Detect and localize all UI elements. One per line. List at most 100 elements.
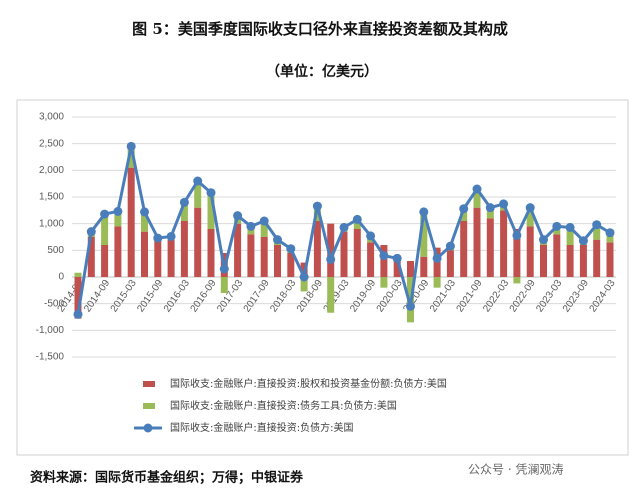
- y-tick-label: -1,000: [36, 325, 65, 336]
- line-marker: [459, 204, 469, 214]
- bar: [566, 227, 574, 245]
- x-tick-label: 2016-09: [189, 278, 219, 315]
- y-tick-label: -1,500: [36, 352, 65, 363]
- source-note: 资料来源：国际货币基金组织；万得；中银证券: [30, 470, 304, 486]
- x-tick-label: 2019-03: [322, 278, 352, 315]
- y-tick-label: 500: [47, 245, 64, 256]
- bar: [367, 242, 375, 277]
- bar: [473, 207, 481, 277]
- x-tick-label: 2015-09: [135, 278, 165, 315]
- line-marker: [406, 301, 415, 311]
- x-tick-label: 2015-03: [109, 278, 139, 315]
- line-marker: [73, 309, 83, 319]
- x-tick-label: 2022-03: [481, 278, 511, 315]
- y-tick-label: 2,500: [39, 138, 64, 149]
- x-tick-label: 2021-09: [455, 278, 485, 315]
- bar: [380, 277, 388, 288]
- bar: [141, 231, 148, 277]
- bar: [101, 214, 109, 245]
- x-tick-label: 2018-03: [268, 278, 298, 315]
- line-marker: [86, 227, 96, 237]
- bar: [526, 226, 534, 277]
- bar: [486, 218, 494, 277]
- line-marker: [565, 222, 575, 232]
- line-marker: [379, 251, 389, 261]
- line-marker: [578, 236, 588, 246]
- line-marker: [512, 230, 522, 240]
- x-tick-label: 2023-03: [534, 278, 564, 315]
- line-marker: [432, 253, 442, 263]
- y-tick-label: 0: [58, 272, 64, 283]
- legend-label: 国际收支:金融账户:直接投资:债务工具:负债方:美国: [170, 399, 397, 412]
- bar: [566, 245, 574, 277]
- watermark: 公众号 · 凭澜观涛: [468, 462, 563, 477]
- legend-swatch: [143, 423, 153, 433]
- y-tick-label: 1,500: [39, 192, 64, 203]
- line-marker: [339, 222, 349, 232]
- bar: [606, 232, 614, 243]
- line-marker: [100, 209, 110, 219]
- line-marker: [299, 272, 309, 282]
- bar: [446, 250, 454, 277]
- line-marker: [525, 203, 535, 213]
- bar: [141, 211, 148, 232]
- bar: [460, 221, 468, 277]
- line-marker: [312, 201, 322, 211]
- bar: [287, 253, 295, 277]
- line-marker: [392, 253, 402, 263]
- bar: [420, 256, 428, 277]
- bar: [207, 229, 215, 277]
- bar: [553, 234, 561, 277]
- y-tick-label: 3,000: [39, 112, 64, 123]
- x-tick-label: 2016-03: [162, 278, 192, 315]
- line-marker: [605, 228, 615, 238]
- line-marker: [193, 176, 203, 186]
- bar: [513, 229, 521, 277]
- legend-label: 国际收支:金融账户:直接投资:股权和投资基金份额:负债方:美国: [170, 377, 447, 390]
- bar: [513, 277, 521, 284]
- x-tick-label: 2020-03: [375, 278, 405, 315]
- x-tick-label: 2020-09: [401, 278, 431, 315]
- bar: [380, 245, 388, 277]
- legend-label: 国际收支:金融账户:直接投资:负债方:美国: [170, 421, 353, 434]
- bar: [127, 146, 135, 168]
- x-tick-label: 2018-09: [295, 278, 325, 315]
- line-marker: [286, 244, 296, 254]
- bar: [353, 219, 361, 229]
- line-marker: [485, 203, 495, 213]
- bar: [593, 239, 601, 277]
- bar: [87, 237, 95, 277]
- line-marker: [366, 231, 376, 241]
- bar: [194, 207, 202, 277]
- bar: [500, 210, 508, 277]
- bar: [606, 242, 614, 277]
- y-tick-label: 2,000: [39, 165, 64, 176]
- x-tick-label: 2021-03: [428, 278, 458, 315]
- line-marker: [246, 221, 256, 231]
- bar: [420, 211, 428, 257]
- line-marker: [259, 216, 269, 226]
- line-marker: [592, 220, 602, 230]
- line-marker: [140, 207, 149, 217]
- bar: [180, 202, 188, 221]
- x-tick-label: 2017-03: [215, 278, 245, 315]
- bar: [327, 277, 335, 313]
- bar: [234, 223, 242, 277]
- chart-frame: [16, 99, 629, 456]
- bar: [220, 277, 228, 293]
- x-tick-label: 2022-09: [508, 278, 538, 315]
- line-marker: [233, 211, 243, 221]
- bar: [114, 226, 122, 277]
- bar: [526, 207, 534, 227]
- y-tick-label: -500: [44, 298, 64, 309]
- bar: [274, 245, 281, 277]
- bar: [340, 231, 348, 277]
- line-marker: [326, 254, 336, 264]
- line-marker: [126, 141, 136, 151]
- bar: [260, 237, 268, 277]
- bar: [101, 245, 109, 277]
- line-marker: [273, 235, 282, 245]
- line-marker: [113, 206, 123, 216]
- line-marker: [552, 221, 562, 231]
- bar: [180, 221, 188, 277]
